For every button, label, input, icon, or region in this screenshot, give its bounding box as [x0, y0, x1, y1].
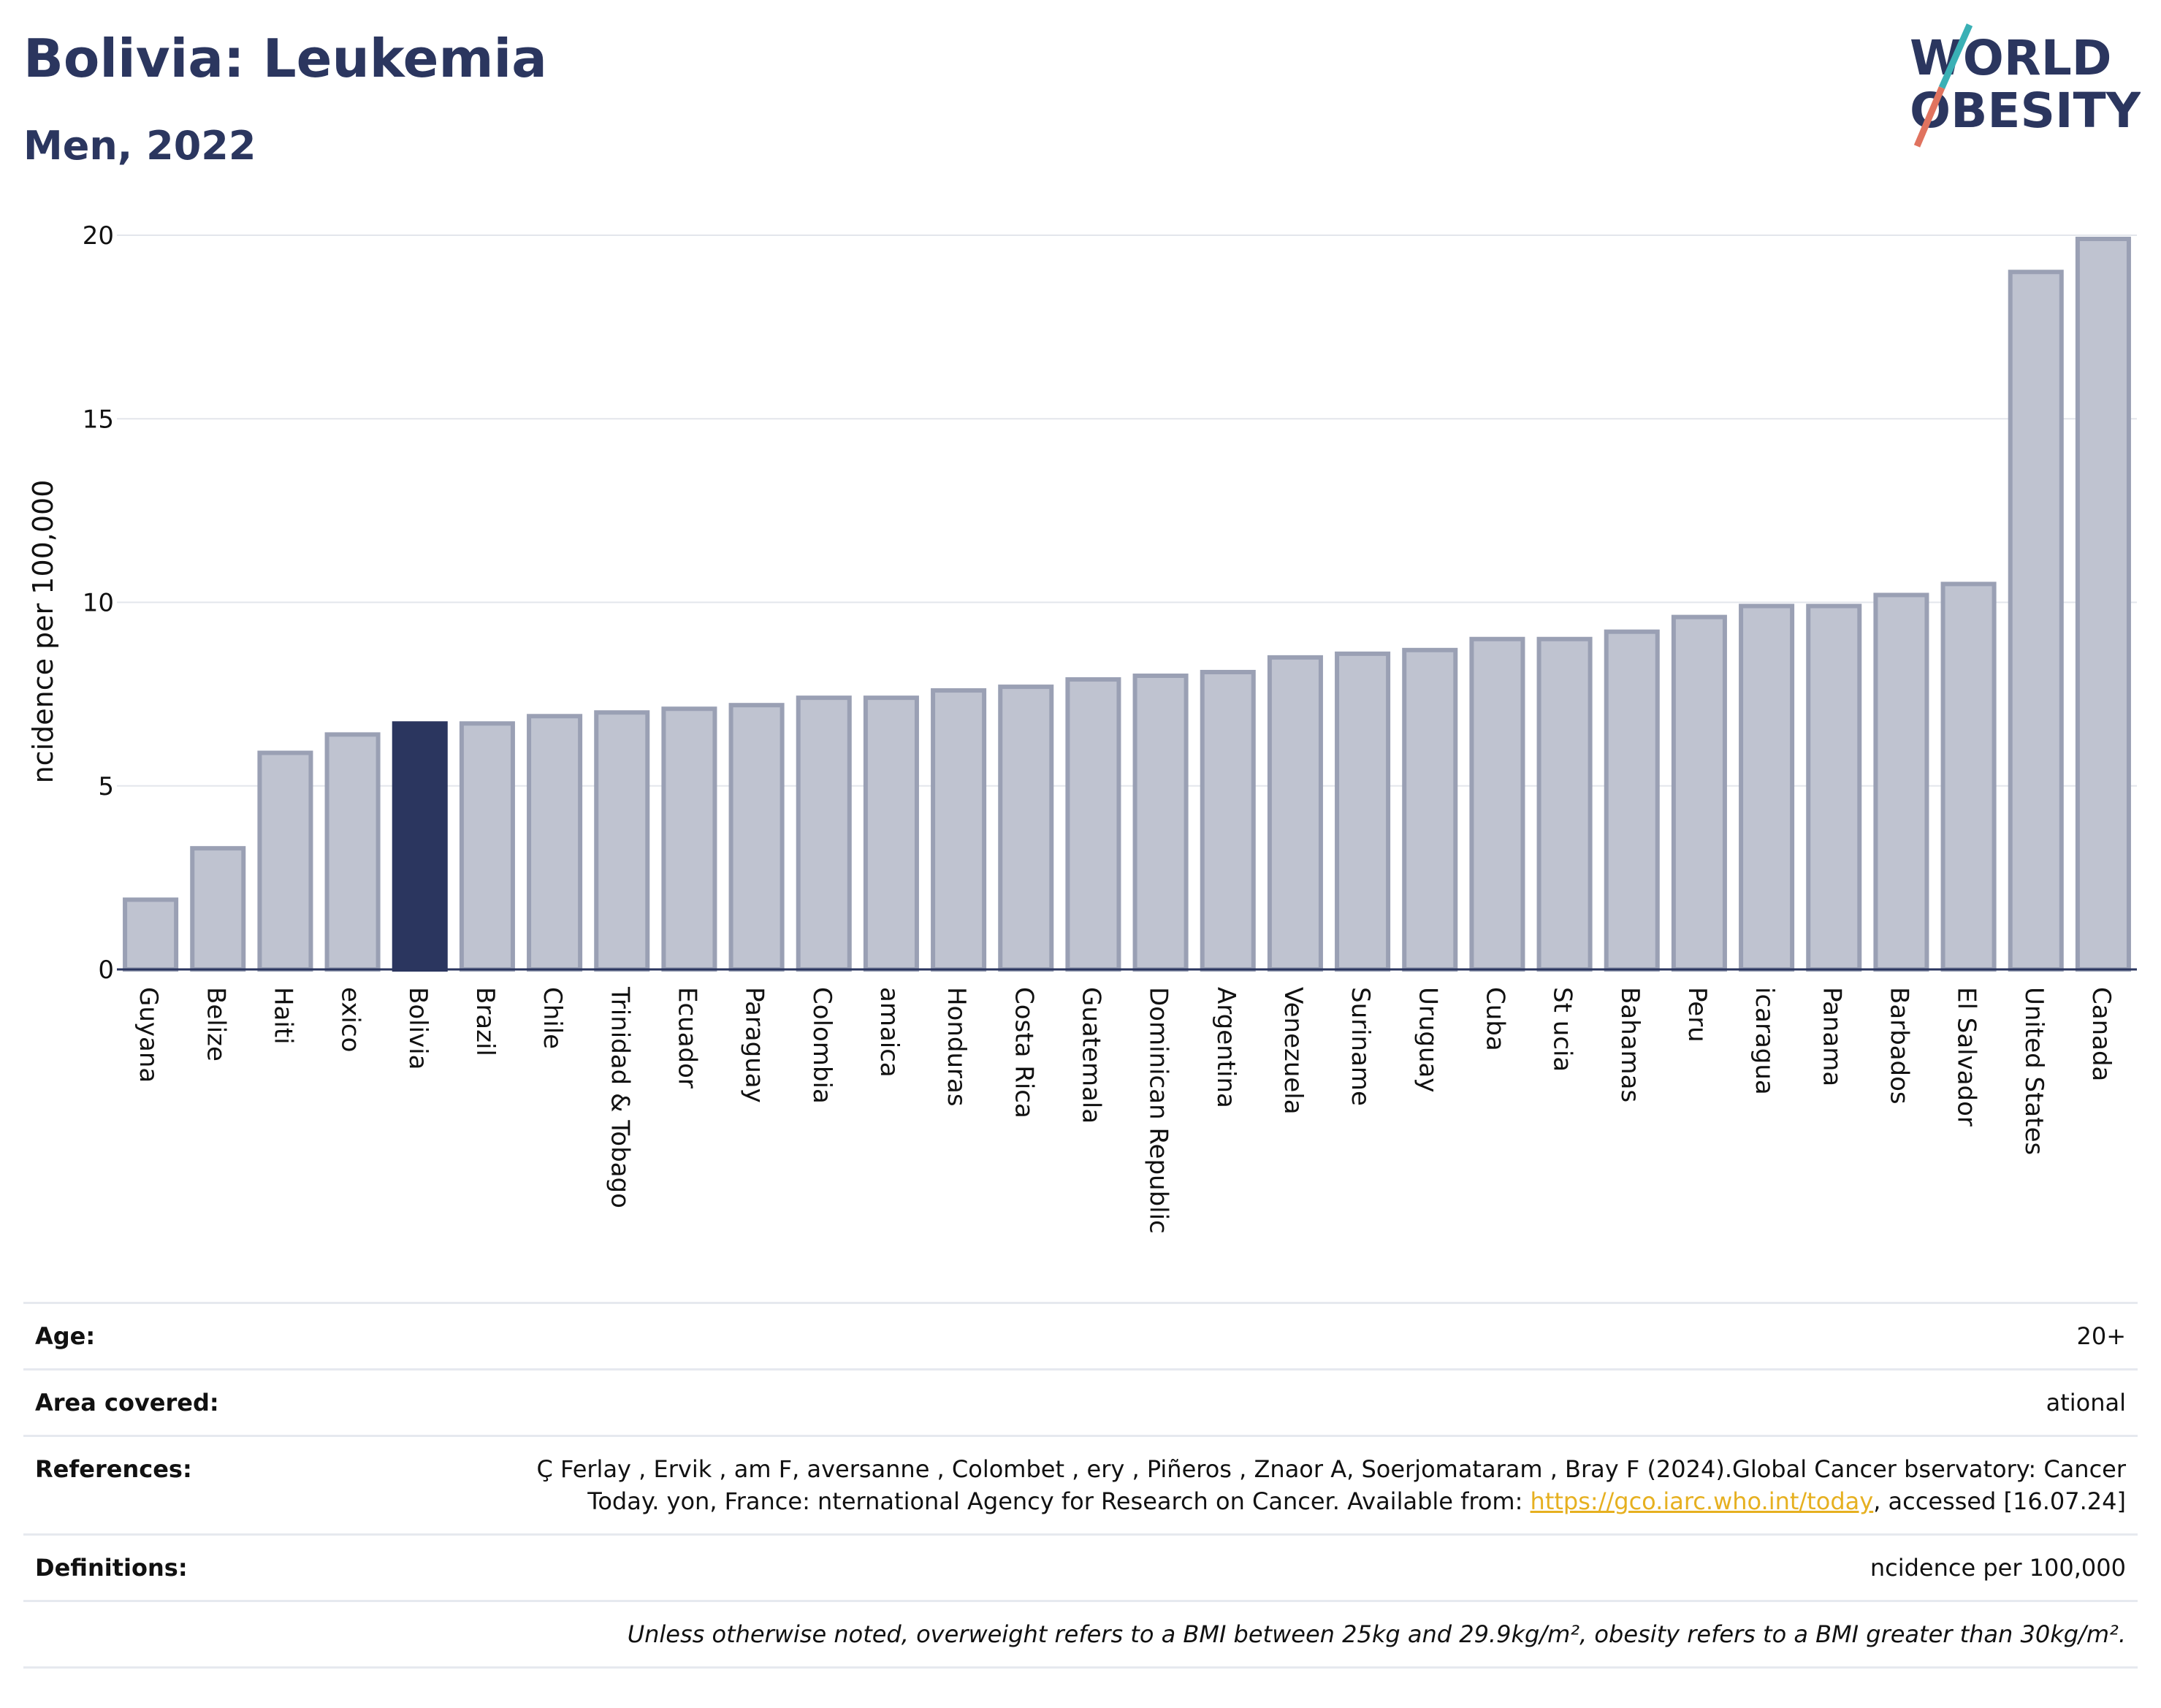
bar-united-states: [2008, 270, 2064, 972]
bar-cuba: [1469, 636, 1525, 972]
bar-bolivia: [392, 721, 448, 972]
references-label: References:: [35, 1455, 192, 1483]
bar-belize: [190, 846, 246, 972]
bar-exico: [324, 732, 381, 972]
x-tick-label: Trinidad & Tobago: [605, 986, 634, 1208]
x-tick-label: Suriname: [1346, 987, 1375, 1106]
x-tick-label: Guyana: [134, 987, 163, 1083]
x-tick-label: Chile: [538, 987, 567, 1049]
info-table: Age: 20+ Area covered: ational Reference…: [23, 1302, 2138, 1669]
bar-honduras: [931, 688, 987, 972]
bar-suriname: [1335, 651, 1391, 972]
x-tick-label: St ucia: [1548, 987, 1577, 1072]
bar-haiti: [257, 750, 313, 972]
definitions-value: ncidence per 100,000: [1870, 1554, 2126, 1582]
x-tick-label: Uruguay: [1413, 987, 1442, 1093]
y-tick-label: 20: [83, 221, 114, 251]
bar-barbados: [1873, 592, 1929, 972]
y-tick-label: 0: [98, 956, 114, 985]
y-tick-label: 5: [98, 772, 114, 801]
bar-chart: 0 5 10 15 20 Guyana Belize Haiti exico Bolivia Br…: [27, 221, 2137, 1234]
y-tick-labels: 0 5 10 15 20: [83, 221, 114, 985]
references-text: Ç Ferlay , Ervik , am F, aversanne , Col…: [536, 1455, 2126, 1515]
x-tick-label: Guatemala: [1076, 987, 1105, 1124]
x-tick-label: Haiti: [268, 987, 297, 1045]
world-obesity-logo: WORLD OBESITY: [1910, 23, 2141, 148]
references-tail: , accessed [16.07.24]: [1873, 1487, 2126, 1515]
bar-canada: [2075, 237, 2131, 972]
bmi-note: Unless otherwise noted, overweight refer…: [627, 1620, 2126, 1648]
bar-chile: [527, 714, 583, 972]
bar-icaragua: [1739, 603, 1795, 972]
bar-panama: [1806, 603, 1862, 972]
y-axis-label: ncidence per 100,000: [27, 480, 59, 784]
x-tick-labels: Guyana Belize Haiti exico Bolivia Brazil Chile…: [134, 986, 2116, 1234]
x-tick-label: Argentina: [1211, 987, 1240, 1108]
bar-dominican-republic: [1132, 674, 1189, 972]
bar-ecuador: [661, 706, 717, 972]
info-row-note: Unless otherwise noted, overweight refer…: [23, 1600, 2138, 1669]
info-row-age: Age: 20+: [23, 1302, 2138, 1368]
area-value: ational: [2046, 1389, 2126, 1417]
x-tick-label: Belize: [201, 987, 230, 1061]
age-label: Age:: [35, 1322, 96, 1350]
x-tick-label: amaica: [874, 987, 904, 1078]
x-tick-label: United States: [2019, 987, 2048, 1155]
bar-colombia: [796, 695, 852, 972]
info-row-area: Area covered: ational: [23, 1368, 2138, 1435]
bar-venezuela: [1267, 655, 1323, 972]
x-tick-label: Panama: [1817, 987, 1846, 1086]
info-row-references: References: Ç Ferlay , Ervik , am F, ave…: [23, 1435, 2138, 1533]
x-tick-label: Cuba: [1480, 987, 1509, 1051]
x-tick-label: Venezuela: [1278, 987, 1308, 1115]
x-tick-label: Dominican Republic: [1144, 987, 1173, 1234]
bar-st-ucia: [1536, 636, 1593, 972]
x-tick-label: Costa Rica: [1009, 987, 1038, 1118]
chart-title: Bolivia: Leukemia: [23, 28, 547, 89]
info-row-definitions: Definitions: ncidence per 100,000: [23, 1533, 2138, 1600]
x-tick-label: Barbados: [1884, 987, 1913, 1105]
y-tick-label: 15: [83, 405, 114, 434]
references-value: Ç Ferlay , Ervik , am F, aversanne , Col…: [473, 1453, 2126, 1517]
x-tick-label: icaragua: [1750, 987, 1779, 1095]
y-tick-label: 10: [83, 589, 114, 618]
x-tick-label: Bahamas: [1615, 987, 1644, 1102]
x-tick-label: Honduras: [942, 987, 971, 1107]
x-tick-label: exico: [336, 987, 365, 1052]
bars: [123, 237, 2131, 972]
x-tick-label: El Salvador: [1952, 987, 1981, 1126]
x-tick-label: Paraguay: [740, 987, 769, 1103]
logo-line2: OBESITY: [1910, 83, 2141, 139]
x-tick-label: Brazil: [470, 987, 500, 1056]
area-label: Area covered:: [35, 1389, 219, 1417]
chart-subtitle: Men, 2022: [23, 123, 256, 169]
bar-costa-rica: [998, 685, 1054, 972]
bar-trinidad-tobago: [594, 710, 650, 972]
bar-peru: [1671, 614, 1727, 972]
bar-argentina: [1200, 669, 1256, 972]
bar-brazil: [459, 721, 515, 972]
bar-paraguay: [728, 703, 785, 972]
bar-amaica: [863, 695, 919, 972]
references-link[interactable]: https://gco.iarc.who.int/today: [1530, 1487, 1874, 1515]
bar-el-salvador: [1940, 582, 1997, 972]
bar-guyana: [123, 897, 179, 972]
x-tick-label: Ecuador: [672, 987, 701, 1089]
age-value: 20+: [2076, 1322, 2126, 1350]
bar-uruguay: [1402, 647, 1458, 972]
x-tick-label: Peru: [1682, 987, 1712, 1042]
x-tick-label: Colombia: [807, 987, 836, 1104]
bar-bahamas: [1604, 629, 1660, 972]
definitions-label: Definitions:: [35, 1554, 188, 1582]
x-tick-label: Canada: [2086, 987, 2116, 1081]
x-tick-label: Bolivia: [403, 987, 432, 1070]
bar-guatemala: [1065, 677, 1121, 972]
